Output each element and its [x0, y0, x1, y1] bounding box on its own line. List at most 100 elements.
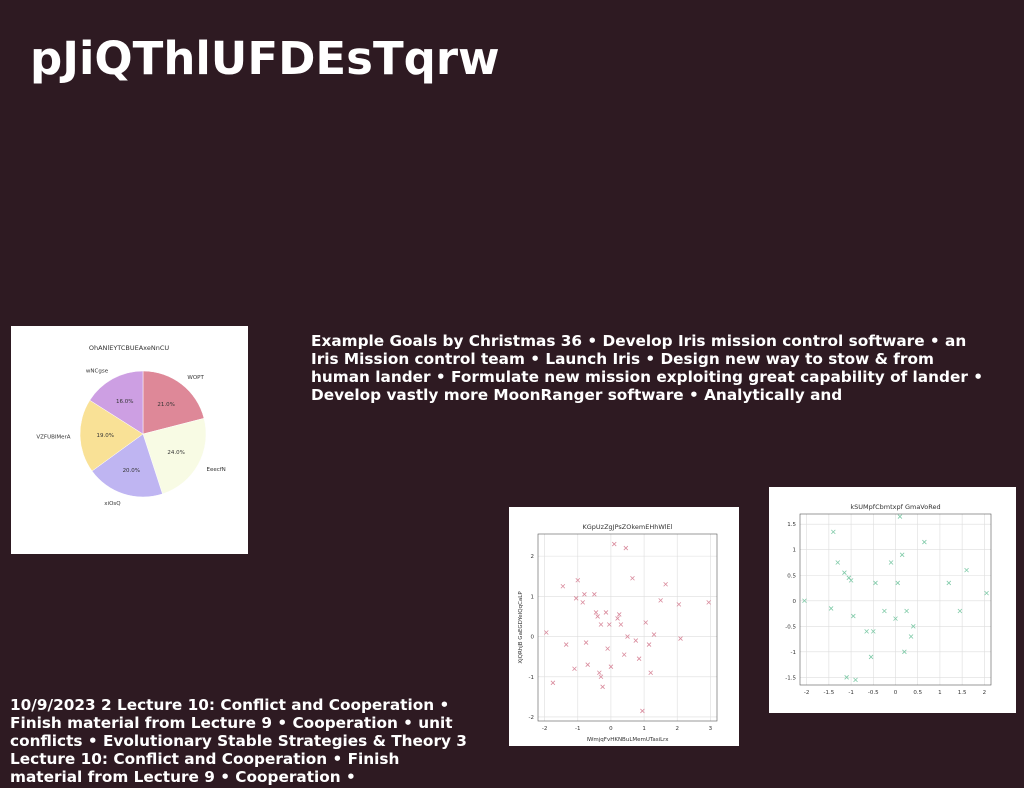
scatter1-point — [606, 622, 612, 627]
pie-value-label: 19.0% — [96, 433, 113, 439]
scatter2-point — [871, 629, 876, 634]
scatter2-point — [831, 529, 836, 535]
scatter1-title: KGpUzZgJPsZOkemEHhWlEl — [583, 523, 673, 531]
pie-chart-card: OhANlEYTCBUEAxeNnCU 21.0% WOPT 24.0% EeecfN 2… — [11, 326, 248, 554]
scatter1-xtick-label: -1 — [575, 726, 580, 732]
scatter1-point — [658, 598, 663, 603]
scatter1-plot-frame — [537, 533, 718, 722]
scatter1-point — [573, 596, 579, 601]
scatter1-point — [603, 610, 609, 615]
pie-slice-label: EeecfN — [206, 467, 225, 473]
scatter2-point — [851, 613, 856, 619]
scatter2-point — [888, 560, 894, 565]
pie-slice-label: VZFUBlMerA — [36, 434, 70, 440]
scatter2-point — [910, 624, 916, 629]
scatter1-ytick-label: 0 — [531, 635, 535, 641]
scatter2-ytick-label: -0.5 — [785, 624, 796, 630]
scatter2-point — [908, 634, 914, 639]
scatter1-ylabel: XjQRhjB GaEGDYeIQqCaLP — [518, 591, 524, 664]
scatter1-point — [560, 583, 566, 589]
scatter1-point — [563, 642, 569, 647]
scatter2-point — [946, 580, 952, 586]
scatter2-xtick-label: -0.5 — [868, 690, 879, 696]
scatter2-point — [899, 552, 905, 558]
scatter1-point — [651, 632, 657, 637]
scatter1-point — [597, 670, 602, 676]
scatter-chart-green: kSUMpfCbmtxpf GmaVoRed -2 -1.5 -1 -0.5 0 0.5 1 1… — [785, 503, 992, 696]
scatter2-point — [828, 606, 834, 611]
pie-slice — [142, 418, 207, 495]
scatter1-point — [585, 662, 591, 667]
scatter1-point — [550, 680, 556, 686]
scatter2-xtick-label: 1 — [938, 690, 942, 696]
scatter1-ytick-label: -1 — [529, 675, 534, 681]
pie-slice — [91, 433, 163, 498]
pie-slice-label: xiOsQ — [104, 501, 121, 507]
scatter-chart-pink: KGpUzZgJPsZOkemEHhWlEl -2 -1 0 1 2 3 -2 -1 0 1 2 lWm… — [518, 523, 718, 743]
scatter2-point — [904, 608, 909, 614]
scatter1-point — [625, 634, 630, 639]
scatter1-point — [598, 622, 604, 627]
pie-slice-label: wNCgse — [86, 369, 109, 375]
scatter1-point — [592, 592, 597, 597]
scatter1-point — [600, 684, 605, 690]
scatter2-xtick-label: 0.5 — [913, 690, 922, 696]
scatter1-xtick-label: 0 — [609, 726, 613, 732]
scatter2-point — [844, 675, 849, 680]
scatter1-point — [583, 640, 589, 645]
scatter1-ytick-label: -2 — [529, 715, 534, 721]
pie-value-label: 21.0% — [157, 402, 174, 408]
scatter2-xtick-label: 2 — [983, 690, 987, 696]
scatter1-point — [643, 620, 649, 625]
scatter2-ytick-label: -1 — [791, 650, 796, 656]
slide-body-text: Example Goals by Christmas 36 • Develop … — [311, 332, 983, 404]
scatter1-point — [575, 577, 581, 583]
scatter1-point — [706, 600, 711, 605]
pie-slice — [79, 399, 144, 472]
scatter1-point — [615, 616, 620, 621]
scatter2-point — [835, 560, 841, 565]
scatter1-point — [598, 674, 604, 680]
scatter1-point — [633, 638, 639, 643]
scatter2-ytick-label: 0.5 — [787, 573, 796, 579]
scatter1-xtick-label: 1 — [642, 726, 646, 732]
scatter1-point — [611, 541, 617, 547]
scatter1-point — [623, 545, 629, 551]
scatter2-xtick-label: -2 — [804, 690, 809, 696]
scatter1-point — [636, 656, 642, 661]
slide-title: pJiQThlUFDEsTqrw — [30, 32, 500, 85]
pie-chart: OhANlEYTCBUEAxeNnCU 21.0% WOPT 24.0% EeecfN 2… — [36, 344, 225, 507]
scatter1-point — [572, 666, 577, 672]
scatter2-point — [853, 677, 858, 683]
scatter2-xtick-label: -1 — [848, 690, 853, 696]
scatter2-point — [902, 649, 907, 655]
scatter2-title: kSUMpfCbmtxpf GmaVoRed — [850, 503, 940, 511]
scatter1-point — [618, 622, 624, 627]
scatter1-point — [630, 575, 635, 581]
scatter2-xtick-label: -1.5 — [824, 690, 835, 696]
scatter2-point — [957, 608, 963, 614]
scatter1-point — [640, 708, 645, 714]
scatter1-point — [646, 642, 652, 647]
scatter1-point — [605, 646, 610, 651]
scatter1-point — [608, 664, 614, 669]
scatter1-point — [595, 614, 600, 619]
scatter1-point — [580, 600, 586, 605]
scatter2-point — [864, 629, 869, 634]
scatter2-point — [868, 654, 874, 660]
scatter1-xtick-label: 3 — [709, 726, 713, 732]
pie-title: OhANlEYTCBUEAxeNnCU — [89, 344, 169, 352]
scatter2-point — [802, 598, 807, 604]
scatter2-point — [964, 567, 969, 573]
scatter2-plot-frame — [799, 513, 992, 686]
scatter1-point — [663, 581, 668, 587]
scatter2-point — [848, 578, 854, 583]
scatter2-point — [895, 580, 901, 586]
scatter1-xlabel: lWmjqFvHKNBuLMemUTasiLrx — [586, 737, 669, 743]
scatter1-xtick-label: -2 — [542, 726, 547, 732]
scatter2-point — [984, 590, 989, 596]
scatter2-ytick-label: 1 — [793, 548, 797, 554]
scatter2-ytick-label: -1.5 — [785, 675, 796, 681]
scatter1-point — [616, 612, 622, 617]
slide-notes-text: 10/9/2023 2 Lecture 10: Conflict and Coo… — [10, 696, 467, 786]
